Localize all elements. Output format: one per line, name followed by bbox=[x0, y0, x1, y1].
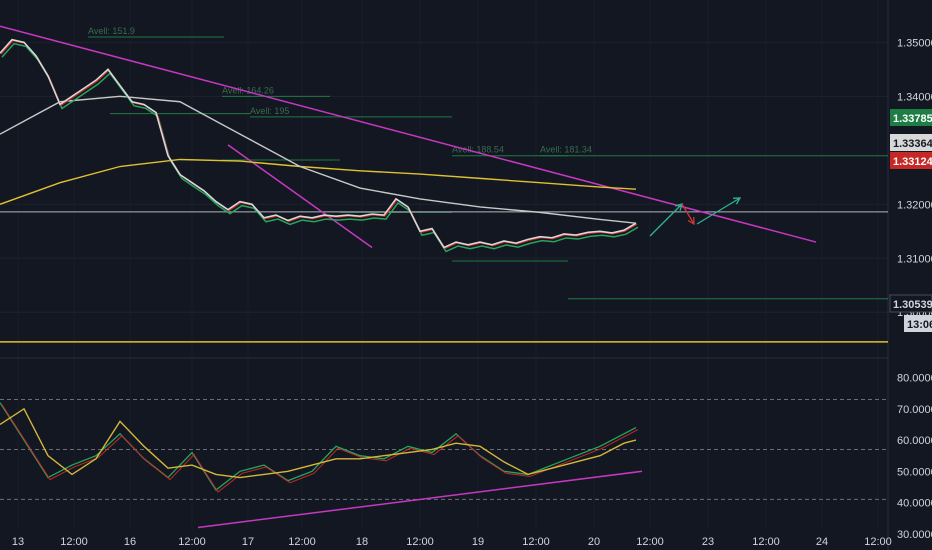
time-tick-label: 17 bbox=[242, 536, 254, 548]
price-tags: 1.33785 1.33364 1.33124 1.30539 13:06 bbox=[889, 109, 932, 332]
time-tick-label: 18 bbox=[356, 536, 368, 548]
price-tag-box bbox=[890, 152, 932, 169]
time-tick-label: 23 bbox=[702, 536, 714, 548]
time-tick-label: 12:00 bbox=[522, 536, 550, 548]
oscillator-tick-label: 70.0000 bbox=[897, 404, 932, 416]
time-axis[interactable]: 13 12:00 16 12:00 17 12:00 18 12:00 19 12:00 20 12:… bbox=[12, 536, 892, 548]
oscillator-tick-label: 30.0000 bbox=[897, 529, 932, 541]
annotation-arrows bbox=[649, 197, 742, 237]
time-tick-label: 19 bbox=[472, 536, 484, 548]
projection-arrow-up bbox=[649, 203, 683, 237]
price-tag-label: 1.30539 bbox=[893, 299, 932, 311]
level-label: Avell: 195 bbox=[250, 106, 289, 116]
price-tag-box bbox=[890, 109, 932, 126]
time-tick-label: 16 bbox=[124, 536, 136, 548]
time-tick-label: 12:00 bbox=[178, 536, 206, 548]
time-tick-label: 12:00 bbox=[636, 536, 664, 548]
price-tag-box bbox=[890, 134, 932, 151]
time-tick-label: 20 bbox=[588, 536, 600, 548]
oscillator-tick-label: 80.0000 bbox=[897, 373, 932, 385]
time-tick-label: 12:00 bbox=[752, 536, 780, 548]
time-tick-label: 24 bbox=[816, 536, 828, 548]
price-tag-box bbox=[889, 294, 932, 313]
price-tick-label: 1.32000 bbox=[897, 199, 932, 211]
moving-average-line bbox=[0, 95, 637, 224]
price-tag-label: 1.33364 bbox=[893, 138, 932, 150]
oscillator-tick-label: 40.0000 bbox=[897, 498, 932, 510]
price-tag-box bbox=[904, 315, 932, 332]
ema-red-line bbox=[0, 40, 638, 250]
horizontal-levels-layer: Avell: 151.9 Avell: 164.26 Avell: 195 Avell… bbox=[0, 26, 888, 300]
projection-arrow-up-2 bbox=[696, 197, 741, 225]
oscillator-panel bbox=[0, 398, 888, 529]
price-tag-label: 1.33124 bbox=[893, 156, 932, 168]
price-tag-label: 13:06 bbox=[907, 319, 932, 331]
projection-arrow-down bbox=[681, 203, 695, 225]
price-panel bbox=[0, 25, 888, 343]
time-tick-label: 12:00 bbox=[60, 536, 88, 548]
price-tick-label: 1.34000 bbox=[897, 91, 932, 103]
time-tick-label: 12:00 bbox=[406, 536, 434, 548]
time-tick-label: 12:00 bbox=[288, 536, 316, 548]
price-tick-label: 1.35000 bbox=[897, 37, 932, 49]
moving-average-line bbox=[0, 158, 637, 205]
oscillator-tick-label: 50.0000 bbox=[897, 466, 932, 478]
projection-arrow-down-head bbox=[687, 216, 695, 226]
oscillator-line bbox=[0, 402, 637, 491]
oscillator-tick-label: 60.0000 bbox=[897, 435, 932, 447]
level-label: Avell: 164.26 bbox=[222, 85, 274, 95]
price-tick-label: 1.31000 bbox=[897, 253, 932, 265]
oscillator-axis[interactable]: 80.0000 70.0000 60.0000 50.0000 40.0000 30.00… bbox=[897, 373, 932, 541]
projection-arrow-up-2-head bbox=[732, 197, 742, 205]
price-line bbox=[0, 38, 637, 249]
ema-fast-line bbox=[1, 42, 639, 253]
level-label: Avell: 181.34 bbox=[540, 145, 592, 155]
grid-layer bbox=[0, 0, 889, 550]
time-tick-label: 12:00 bbox=[864, 536, 892, 548]
level-label: Avell: 188.54 bbox=[452, 145, 504, 155]
time-tick-label: 13 bbox=[12, 536, 24, 548]
oscillator-line bbox=[0, 407, 637, 479]
price-tag-label: 1.33785 bbox=[893, 113, 932, 125]
oscillator-trendline bbox=[197, 470, 643, 529]
level-label: Avell: 151.9 bbox=[88, 26, 135, 36]
